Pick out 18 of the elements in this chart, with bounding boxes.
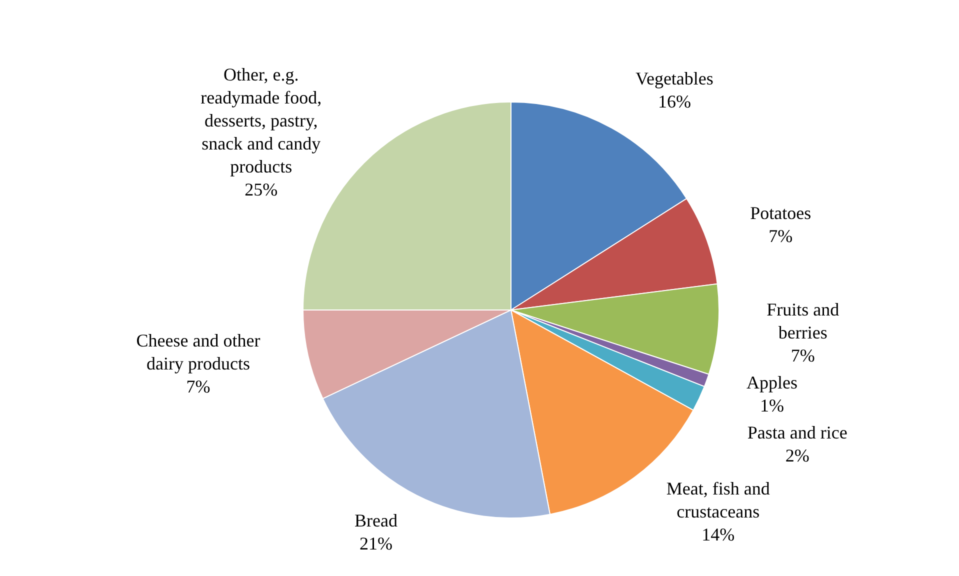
- slice-label: Potatoes: [750, 202, 812, 223]
- slice-label: Meat, fish and crustaceans: [666, 478, 770, 522]
- data-label: 16%: [658, 91, 691, 112]
- slice-label: Vegetables: [635, 68, 714, 88]
- data-label: 7%: [790, 346, 815, 366]
- data-label: 7%: [186, 376, 210, 397]
- data-label: 1%: [760, 396, 784, 416]
- data-label: 25%: [244, 180, 278, 200]
- slice-label: Other, e.g. readymade food, desserts, pastry, snack and candy products: [200, 64, 322, 177]
- slice-label: Cheese and other dairy products: [136, 330, 260, 374]
- data-label: 7%: [768, 226, 793, 246]
- slice-label: Bread: [354, 510, 398, 530]
- data-label: 2%: [785, 446, 810, 466]
- slice-label: Pasta and rice: [747, 422, 848, 443]
- data-label: 14%: [702, 524, 735, 544]
- slice-label: Fruits and berries: [766, 300, 840, 343]
- slice-label: Apples: [746, 372, 798, 393]
- data-label: 21%: [360, 533, 392, 554]
